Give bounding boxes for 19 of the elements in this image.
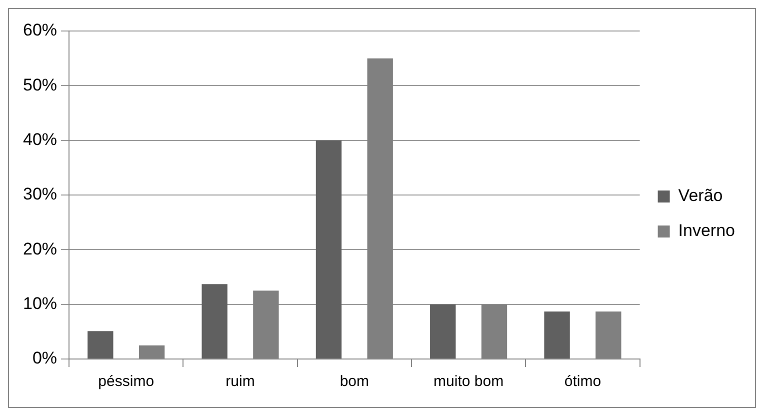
y-tick-label: 40% <box>22 130 58 150</box>
y-tick-label: 0% <box>32 348 58 368</box>
bar <box>544 311 570 358</box>
y-tick-label: 50% <box>22 75 58 94</box>
y-tick-label: 10% <box>22 294 58 314</box>
bar <box>430 304 456 358</box>
x-tick-label: ótimo <box>564 373 602 390</box>
y-tick-label: 20% <box>22 239 58 258</box>
legend-label: Inverno <box>678 221 735 240</box>
x-tick-label: péssimo <box>98 373 154 390</box>
y-tick-label: 30% <box>22 184 58 204</box>
x-tick-label: ruim <box>226 373 255 390</box>
x-tick-label: muito bom <box>434 373 504 390</box>
y-tick-label: 60% <box>22 20 58 40</box>
bar <box>316 140 342 358</box>
legend-label: Verão <box>678 186 723 206</box>
bar <box>88 331 114 358</box>
x-tick-label: bom <box>340 373 370 390</box>
bar <box>202 284 228 358</box>
